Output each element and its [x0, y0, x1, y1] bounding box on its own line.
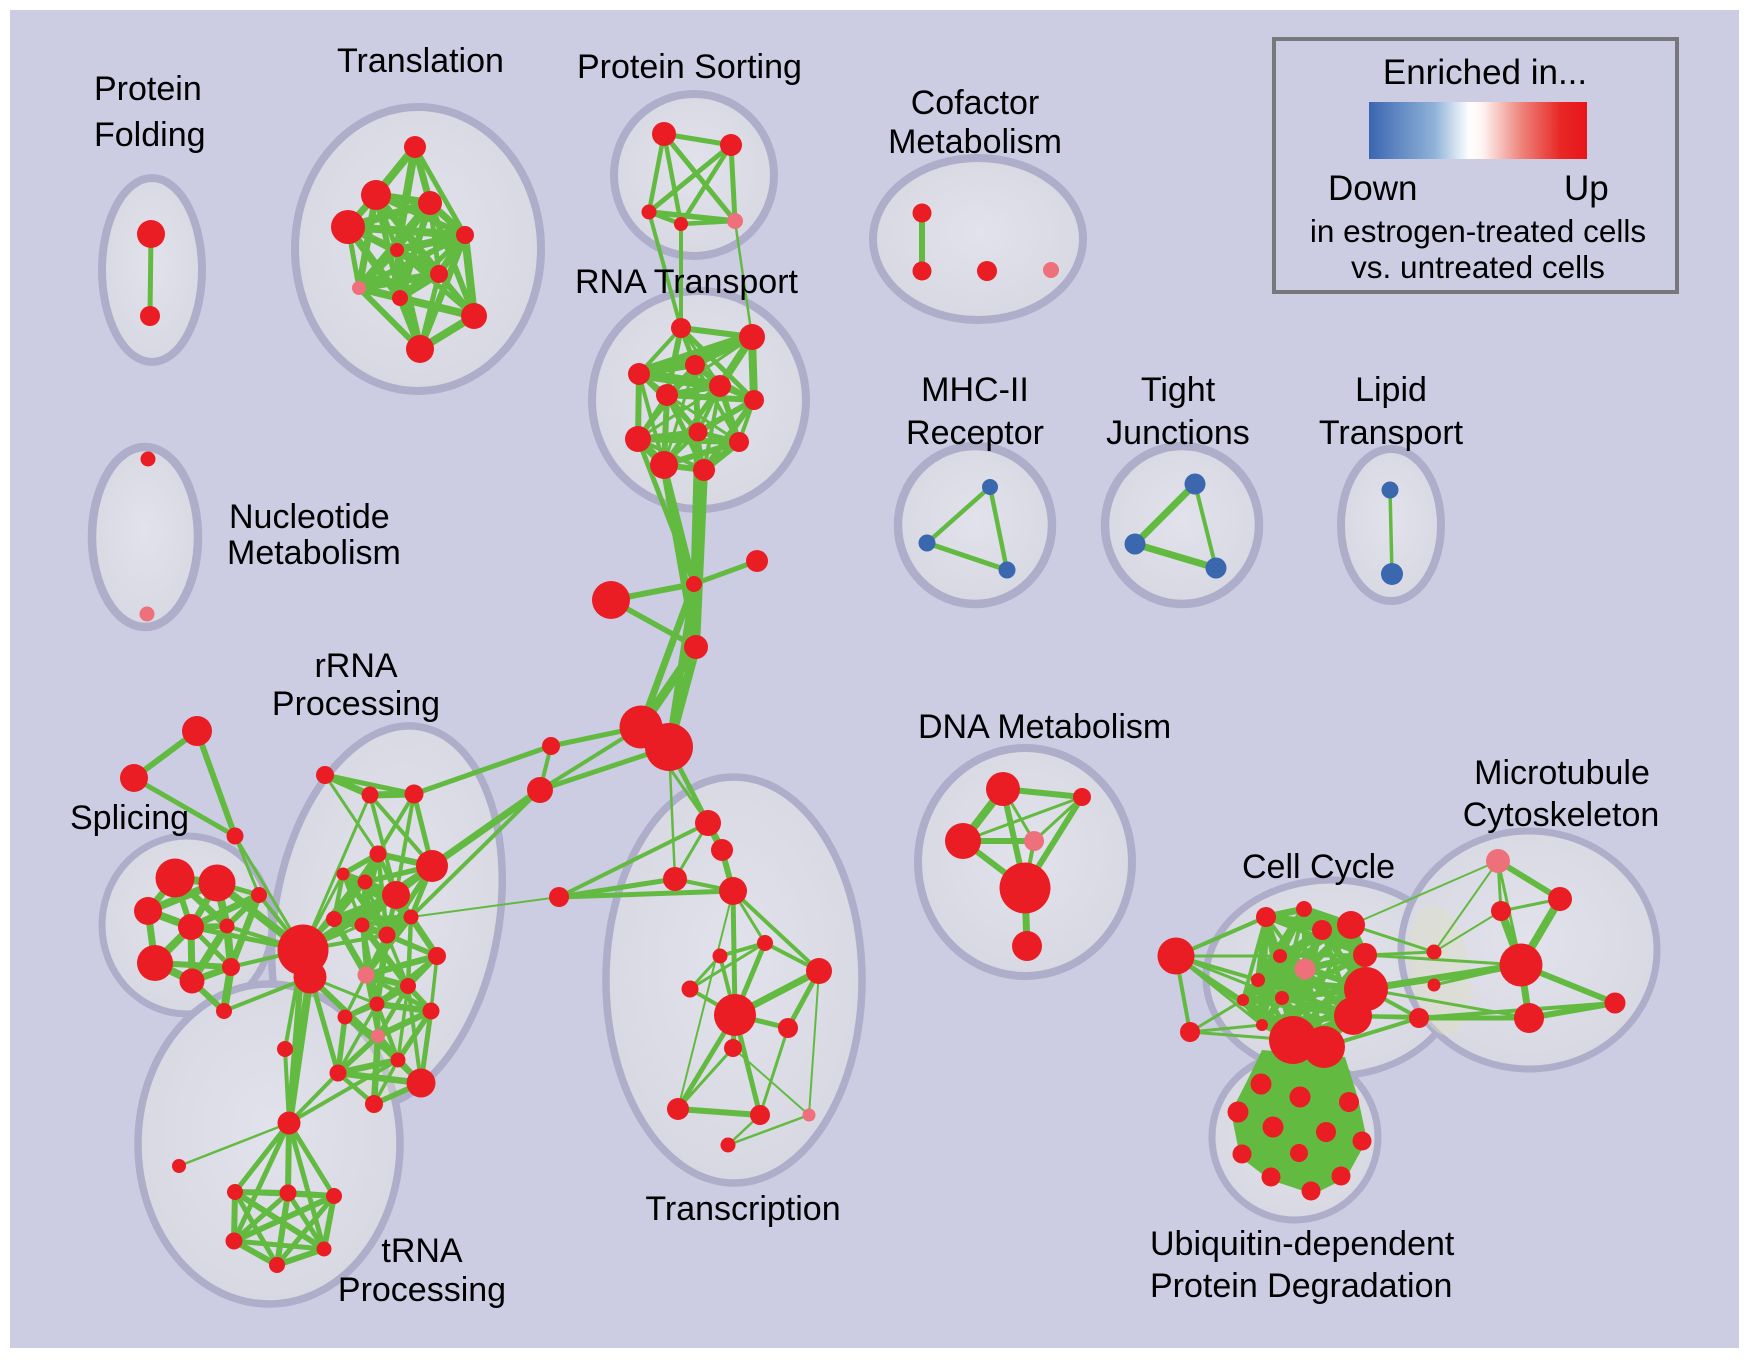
svg-text:Nucleotide: Nucleotide: [229, 498, 390, 536]
svg-text:Transcription: Transcription: [645, 1190, 840, 1228]
svg-text:rRNA: rRNA: [314, 647, 397, 685]
svg-text:Metabolism: Metabolism: [888, 123, 1062, 161]
svg-text:MHC-II: MHC-II: [921, 371, 1029, 409]
svg-text:Tight: Tight: [1141, 371, 1216, 409]
svg-text:Splicing: Splicing: [70, 799, 189, 837]
svg-text:Processing: Processing: [338, 1271, 506, 1309]
svg-text:Protein: Protein: [94, 70, 202, 108]
svg-text:vs. untreated cells: vs. untreated cells: [1351, 249, 1605, 285]
svg-text:in estrogen-treated cells: in estrogen-treated cells: [1310, 213, 1646, 249]
svg-text:Transport: Transport: [1319, 414, 1464, 452]
svg-text:RNA Transport: RNA Transport: [575, 263, 799, 301]
svg-text:Protein Degradation: Protein Degradation: [1150, 1267, 1452, 1305]
svg-text:Metabolism: Metabolism: [227, 534, 401, 572]
svg-text:Cytoskeleton: Cytoskeleton: [1463, 796, 1660, 834]
svg-text:Microtubule: Microtubule: [1474, 754, 1650, 792]
svg-text:Cofactor: Cofactor: [911, 84, 1040, 122]
svg-text:Processing: Processing: [272, 685, 440, 723]
svg-text:tRNA: tRNA: [381, 1232, 463, 1270]
svg-text:Cell Cycle: Cell Cycle: [1242, 848, 1395, 886]
svg-text:Translation: Translation: [337, 42, 504, 80]
svg-text:Folding: Folding: [94, 116, 206, 154]
svg-text:DNA Metabolism: DNA Metabolism: [918, 708, 1171, 746]
svg-text:Up: Up: [1564, 169, 1609, 208]
svg-text:Ubiquitin-dependent: Ubiquitin-dependent: [1150, 1225, 1455, 1263]
svg-text:Enriched in...: Enriched in...: [1383, 53, 1587, 92]
svg-text:Down: Down: [1328, 169, 1417, 208]
svg-text:Junctions: Junctions: [1106, 414, 1250, 452]
svg-text:Lipid: Lipid: [1355, 371, 1427, 409]
svg-text:Protein Sorting: Protein Sorting: [577, 48, 802, 86]
svg-text:Receptor: Receptor: [906, 414, 1044, 452]
